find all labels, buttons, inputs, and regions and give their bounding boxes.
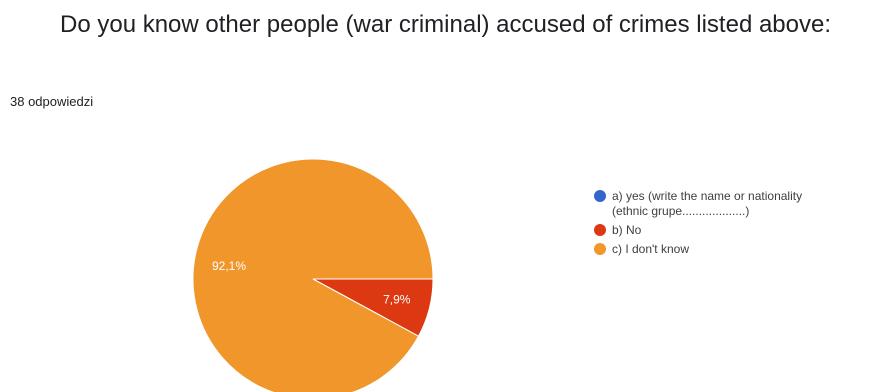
- legend-swatch-no: [594, 224, 606, 236]
- legend-label-yes: a) yes (write the name or nationality (e…: [612, 189, 803, 218]
- legend-swatch-yes: [594, 190, 606, 202]
- legend-label-dont-know: c) I don't know: [612, 242, 689, 256]
- legend-item-yes[interactable]: a) yes (write the name or nationality (e…: [594, 189, 864, 219]
- chart-legend: a) yes (write the name or nationality (e…: [594, 189, 864, 261]
- pie-slice-dont-know[interactable]: [192, 158, 434, 392]
- pie-label-dont-know: 92,1%: [212, 259, 246, 273]
- pie-label-no: 7,9%: [383, 292, 411, 306]
- response-count: 38 odpowiedzi: [10, 94, 94, 109]
- pie-labels: 7,9% 92,1%: [212, 259, 411, 306]
- legend-item-no[interactable]: b) No: [594, 223, 864, 238]
- pie-slices: [192, 158, 434, 392]
- legend-label-no: b) No: [612, 223, 642, 237]
- legend-item-dont-know[interactable]: c) I don't know: [594, 242, 864, 257]
- legend-swatch-dont-know: [594, 243, 606, 255]
- question-title: Do you know other people (war criminal) …: [60, 11, 832, 38]
